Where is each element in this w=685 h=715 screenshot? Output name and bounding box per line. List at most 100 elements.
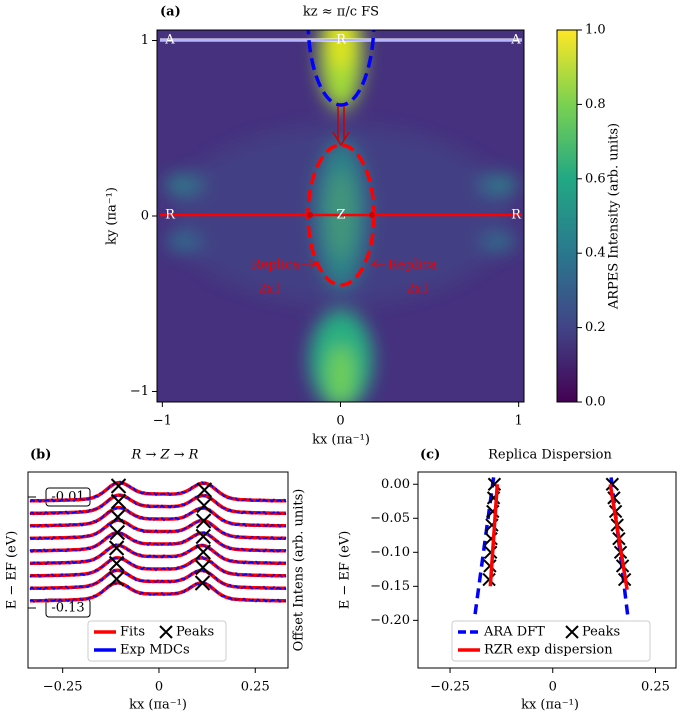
mdc-curve <box>29 555 287 579</box>
annotation: -0.13 <box>51 601 84 616</box>
fermi-contour <box>306 30 376 107</box>
legend-label: ARA DFT <box>483 625 545 640</box>
x-tick-label: 0 <box>549 680 557 695</box>
colorbar-tick-label: 0.4 <box>585 246 606 261</box>
legend <box>451 620 651 662</box>
x-tick-label: 1 <box>515 414 523 429</box>
legend <box>87 620 227 662</box>
colorbar-tick-label: 0.8 <box>585 97 606 112</box>
peak-marker <box>110 478 127 494</box>
legend-label: Peaks <box>582 625 620 640</box>
y-tick-label: −0.10 <box>370 545 410 560</box>
x-tick-label: 0 <box>155 680 163 695</box>
peak-marker <box>109 524 126 541</box>
panel-label: (a) <box>160 5 181 20</box>
mdc-curve <box>29 493 287 516</box>
mdc-curve <box>29 518 287 541</box>
mdc-curve <box>29 480 287 504</box>
peak-marker <box>108 571 125 587</box>
point-label: Z <box>336 208 345 223</box>
annotation: 2x1 <box>258 282 282 297</box>
y2-label: Offset Intens (arb. units) <box>292 489 307 652</box>
peak-marker <box>110 509 126 525</box>
peak-marker <box>196 482 213 498</box>
legend-label: Fits <box>120 625 145 640</box>
peak-marker <box>565 625 579 639</box>
legend-label: Peaks <box>176 625 214 640</box>
legend-label: RZR exp dispersion <box>484 643 613 658</box>
x-tick-label: −0.25 <box>430 680 470 695</box>
point-label: A <box>510 33 521 48</box>
mdc-curve <box>29 505 287 529</box>
y-label: ky (πa⁻¹) <box>105 187 120 245</box>
peak-marker <box>196 497 212 514</box>
dispersion-line <box>488 484 629 590</box>
fit-curve <box>29 556 286 578</box>
mdc-curve <box>29 568 287 591</box>
colorbar-label: ARPES Intensity (arb. units) <box>607 123 622 310</box>
axes-frame <box>417 471 677 669</box>
peak-marker <box>484 545 498 560</box>
legend-label: Exp MDCs <box>120 643 190 658</box>
y-tick-label: −1 <box>130 384 149 399</box>
peak-marker <box>483 559 497 573</box>
point-label: R <box>511 208 522 223</box>
fit-curve <box>29 518 286 541</box>
panel-label: (c) <box>420 448 440 463</box>
y-label: E − EF (eV) <box>5 531 20 610</box>
y-tick-label: 1 <box>141 33 149 48</box>
point-label: R <box>336 33 347 48</box>
y-tick-label: 0 <box>141 209 149 224</box>
axes-frame <box>27 471 289 669</box>
y-tick-label: −0.20 <box>370 613 410 628</box>
x-tick-label: 0.25 <box>641 680 670 695</box>
x-tick-label: 0.25 <box>241 680 270 695</box>
y-tick-label: 0.00 <box>381 477 410 492</box>
annotation: 2x1 <box>406 282 430 297</box>
fit-curve <box>29 581 286 603</box>
crossing <box>307 212 313 218</box>
peak-marker <box>159 625 173 639</box>
colorbar-tick-label: 0.0 <box>585 395 606 410</box>
annotation: Replica <box>388 258 437 273</box>
peak-marker <box>195 513 212 529</box>
fit-curve <box>29 543 286 566</box>
title: kz ≈ π/c FS <box>303 5 379 20</box>
x-tick-label: −0.25 <box>43 680 83 695</box>
peak-marker <box>108 555 125 572</box>
point-label: R <box>165 208 176 223</box>
peak-marker <box>605 477 620 491</box>
peak-marker <box>195 559 211 576</box>
y-tick-label: −0.05 <box>370 511 410 526</box>
colorbar-tick-label: 0.2 <box>585 320 606 335</box>
x-label: kx (πa⁻¹) <box>129 698 187 713</box>
peak-marker <box>108 540 125 556</box>
peak-marker <box>195 544 211 560</box>
crossing <box>369 212 375 218</box>
peak-marker <box>110 493 127 510</box>
annotation: -0.01 <box>51 490 84 505</box>
colorbar-tick-label: 0.6 <box>585 171 606 186</box>
x-label: kx (πa⁻¹) <box>521 698 579 713</box>
point-label: A <box>164 33 175 48</box>
arrow-head <box>332 131 350 147</box>
x-tick-label: −1 <box>153 414 172 429</box>
mdc-curve <box>29 543 287 566</box>
fit-curve <box>29 531 286 553</box>
mdc-curve <box>29 580 287 603</box>
colorbar <box>556 29 578 403</box>
title: R → Z → R <box>131 448 199 463</box>
arrow <box>302 259 317 269</box>
peak-marker <box>195 528 211 545</box>
fit-curve <box>29 505 286 528</box>
peak-marker <box>194 575 211 591</box>
annotation: Replica <box>251 258 300 273</box>
y-label: E − EF (eV) <box>338 531 353 610</box>
heatmap <box>157 30 524 402</box>
panel-label: (b) <box>30 448 51 463</box>
title: Replica Dispersion <box>488 448 612 463</box>
x-label: kx (πa⁻¹) <box>312 433 370 448</box>
colorbar-tick-label: 1.0 <box>585 23 606 38</box>
